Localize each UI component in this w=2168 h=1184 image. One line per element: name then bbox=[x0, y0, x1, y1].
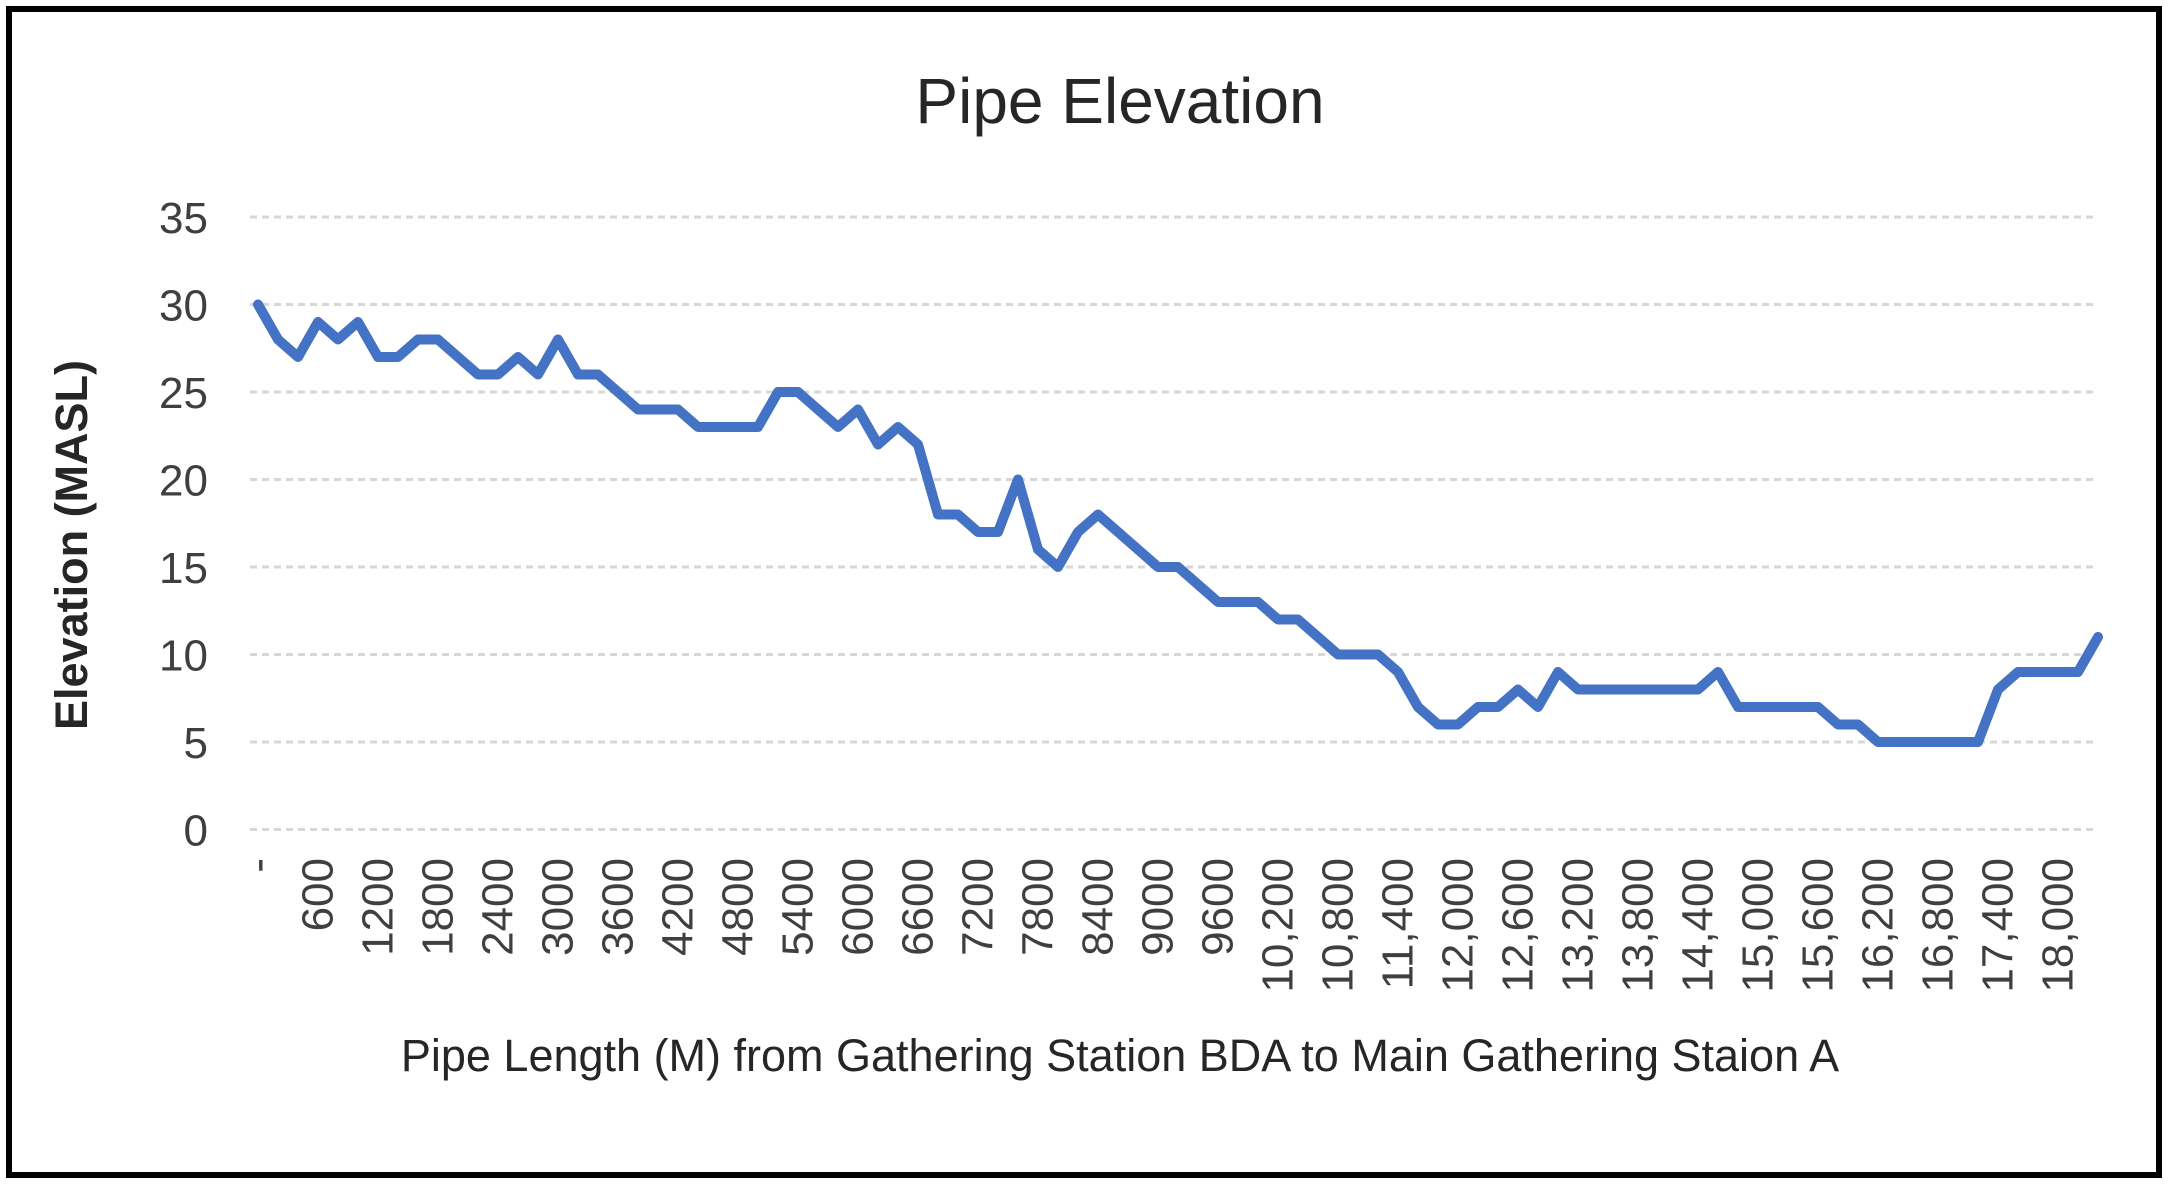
y-tick-label: 35 bbox=[159, 194, 208, 243]
x-tick-label: 12,000 bbox=[1434, 858, 1483, 993]
y-tick-label: 0 bbox=[184, 807, 208, 856]
x-tick-label: 8400 bbox=[1074, 858, 1123, 956]
x-tick-label: 2400 bbox=[474, 858, 523, 956]
y-tick-label: 25 bbox=[159, 369, 208, 418]
y-tick-label: 20 bbox=[159, 457, 208, 506]
x-tick-label: 1200 bbox=[354, 858, 403, 956]
x-tick-label: 12,600 bbox=[1494, 858, 1543, 993]
x-tick-label: 13,800 bbox=[1614, 858, 1663, 993]
x-tick-label: 7800 bbox=[1014, 858, 1063, 956]
x-tick-label: 16,800 bbox=[1914, 858, 1963, 993]
elevation-series-line bbox=[253, 299, 2103, 747]
y-tick-label: 5 bbox=[184, 719, 208, 768]
x-tick-label: 10,800 bbox=[1314, 858, 1363, 993]
x-tick-label: 16,200 bbox=[1854, 858, 1903, 993]
y-tick-label: 10 bbox=[159, 632, 208, 681]
x-tick-label: 11,400 bbox=[1374, 858, 1423, 989]
x-tick-label: - bbox=[234, 858, 283, 873]
chart-frame: Pipe Elevation Elevation (MASL) Pipe Len… bbox=[6, 6, 2162, 1178]
x-tick-label: 15,000 bbox=[1734, 858, 1783, 993]
x-tick-label: 18,000 bbox=[2034, 858, 2083, 993]
x-tick-label: 1800 bbox=[414, 858, 463, 956]
x-axis-title: Pipe Length (M) from Gathering Station B… bbox=[400, 1030, 1840, 1081]
x-tick-label: 9600 bbox=[1194, 858, 1243, 956]
x-tick-label: 7200 bbox=[954, 858, 1003, 956]
chart-title: Pipe Elevation bbox=[915, 65, 1325, 137]
x-tick-label: 6000 bbox=[834, 858, 883, 956]
x-tick-label: 10,200 bbox=[1254, 858, 1303, 993]
x-tick-label: 5400 bbox=[774, 858, 823, 956]
y-tick-label: 15 bbox=[159, 544, 208, 593]
x-tick-label: 14,400 bbox=[1674, 858, 1723, 993]
x-tick-label: 3600 bbox=[594, 858, 643, 956]
x-tick-label: 17,400 bbox=[1974, 858, 2023, 993]
y-tick-label: 30 bbox=[159, 282, 208, 331]
x-tick-label: 3000 bbox=[534, 858, 583, 956]
x-tick-label: 6600 bbox=[894, 858, 943, 956]
x-tick-label: 600 bbox=[294, 858, 343, 931]
x-tick-label: 9000 bbox=[1134, 858, 1183, 956]
x-tick-label: 13,200 bbox=[1554, 858, 1603, 993]
x-tick-label: 4800 bbox=[714, 858, 763, 956]
x-tick-label: 15,600 bbox=[1794, 858, 1843, 993]
x-tick-label: 4200 bbox=[654, 858, 703, 956]
